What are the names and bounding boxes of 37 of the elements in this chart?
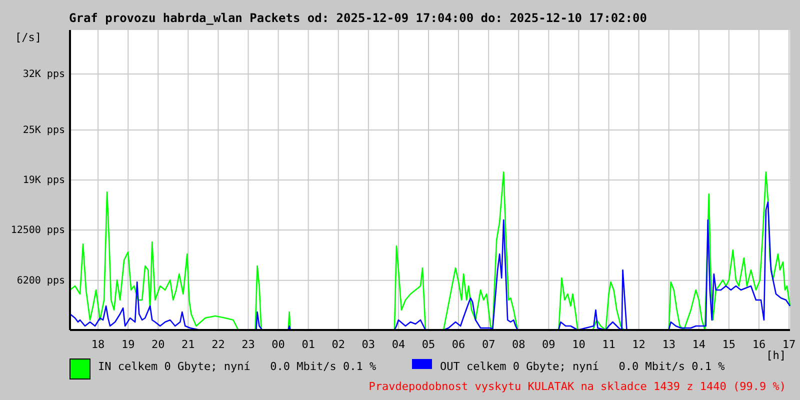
x-tick-label: 20: [151, 338, 165, 351]
x-tick-label: 01: [302, 338, 315, 351]
x-tick-label: 17: [782, 338, 796, 351]
x-tick-label: 16: [752, 338, 766, 351]
y-axis-title: [/s]: [15, 31, 42, 44]
y-tick-label: 32K pps: [22, 69, 65, 80]
x-tick-label: 14: [692, 338, 706, 351]
chart-title: Graf provozu habrda_wlan Packets od: 2025-12-09 17:04:00 do: 2025-12-10 17:02:00: [69, 11, 647, 25]
x-tick-label: 11: [602, 338, 616, 351]
x-axis-title: [h]: [766, 349, 786, 362]
x-tick-label: 23: [242, 338, 255, 351]
x-tick-label: 02: [332, 338, 345, 351]
x-tick-label: 19: [121, 338, 135, 351]
y-tick-label: 6200 pps: [16, 276, 65, 287]
x-tick-label: 15: [722, 338, 736, 351]
x-tick-label: 08: [512, 338, 526, 351]
text: Pravdepodobnost vyskytu KULATAK na skladce 1439 z 1440 (99.9 %): [368, 380, 786, 393]
y-tick-label: 12500 pps: [10, 225, 65, 236]
x-tick-label: 22: [212, 338, 225, 351]
x-tick-label: 18: [91, 338, 105, 351]
x-tick-label: 03: [362, 338, 376, 351]
x-tick-label: 13: [662, 338, 676, 351]
x-tick-label: 07: [482, 338, 496, 351]
legend-label: OUT celkem 0 Gbyte; nyní 0.0 Mbit/s 0.1 %: [440, 360, 726, 373]
x-tick-label: 00: [272, 338, 285, 351]
y-tick-label: 19K pps: [22, 175, 65, 186]
x-tick-label: 04: [392, 338, 406, 351]
legend-label: IN celkem 0 Gbyte; nyní 0.0 Mbit/s 0.1 %: [98, 360, 377, 373]
line-series: [69, 171, 791, 331]
x-tick-label: 06: [452, 338, 466, 351]
y-tick-label: 25K pps: [22, 125, 65, 136]
line-series: [69, 201, 791, 331]
x-tick-label: 05: [422, 338, 436, 351]
x-tick-label: 21: [182, 338, 195, 351]
x-tick-label: 10: [572, 338, 586, 351]
x-tick-label: 12: [632, 338, 646, 351]
x-tick-label: 09: [542, 338, 556, 351]
